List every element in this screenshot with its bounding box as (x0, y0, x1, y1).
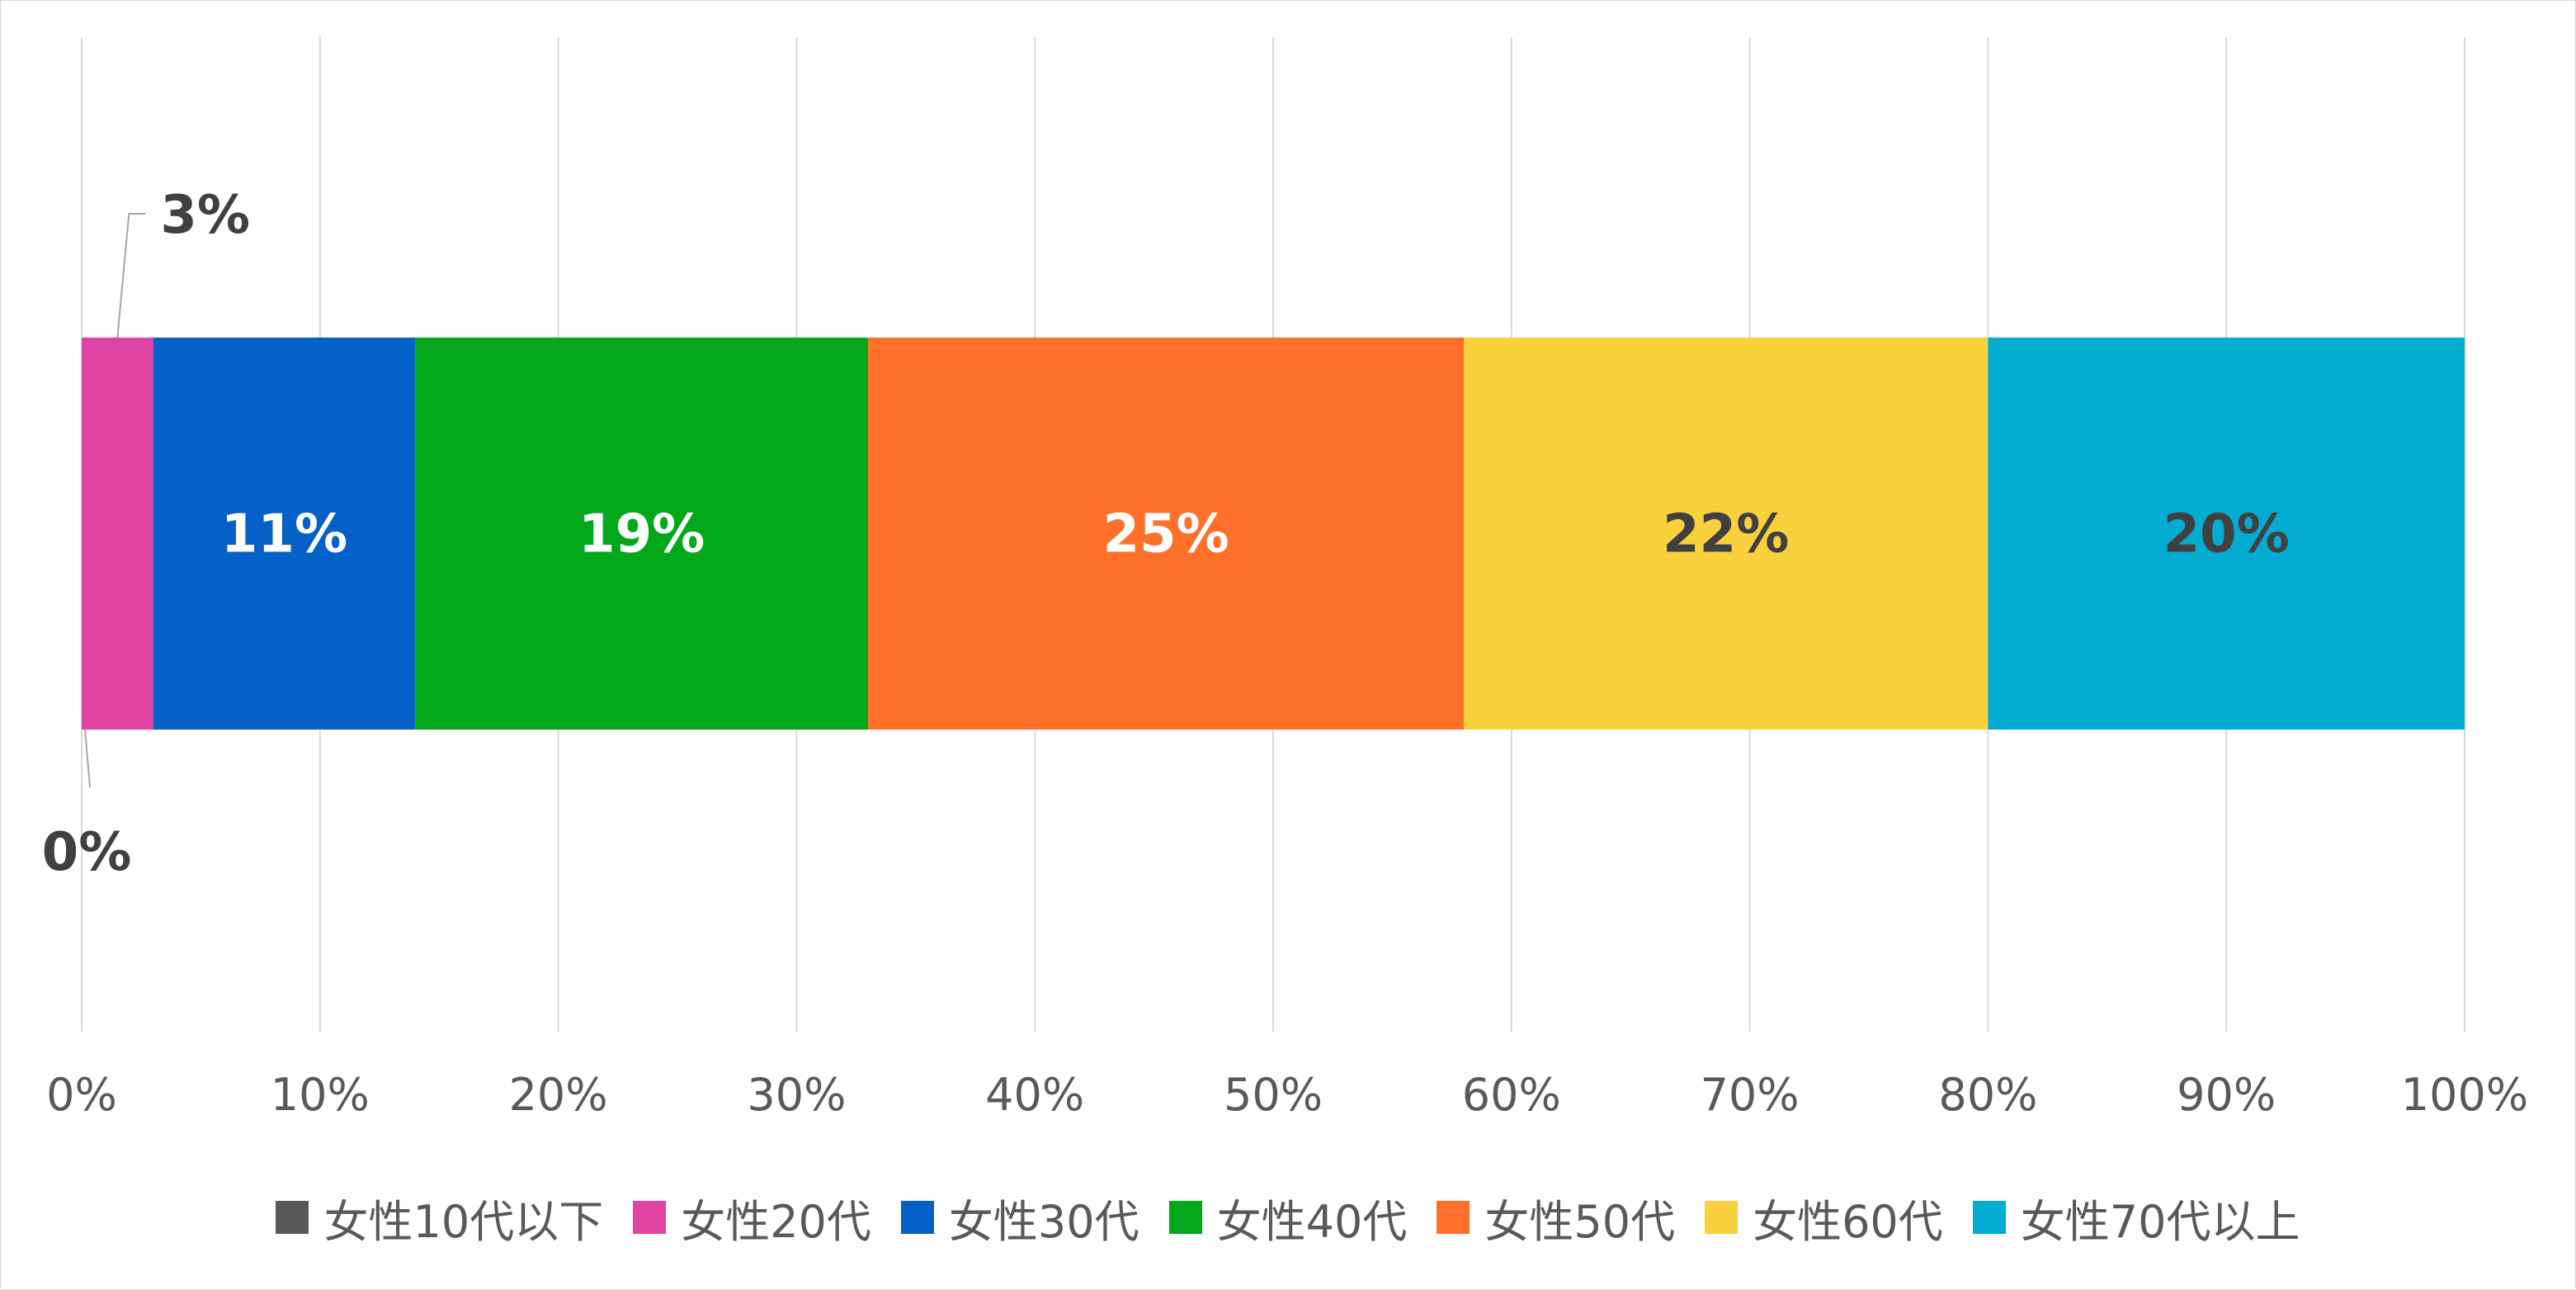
x-axis-tick-labels: 0% 10% 20% 30% 40% 50% 60% 70% 80% 90% 100% (46, 1069, 2528, 1121)
legend-item: 女性30代 (900, 1185, 1139, 1250)
data-label: 22% (1663, 504, 1789, 565)
bar-segments (82, 338, 2465, 730)
legend-item: 女性70代以上 (1972, 1185, 2300, 1250)
legend-item: 女性40代 (1168, 1185, 1408, 1250)
x-tick-label: 0% (46, 1069, 117, 1121)
bar-segment (82, 338, 153, 730)
data-label: 19% (578, 504, 705, 565)
legend-item: 女性50代 (1437, 1185, 1675, 1250)
data-label: 25% (1102, 504, 1229, 565)
x-tick-label: 90% (2177, 1069, 2276, 1121)
leader-line (116, 213, 146, 338)
legend-label: 女性70代以上 (2020, 1195, 2300, 1248)
x-tick-label: 50% (1224, 1069, 1323, 1121)
legend-item: 女性60代 (1705, 1185, 1943, 1250)
legend-item: 女性20代 (633, 1185, 871, 1250)
legend-swatch (1972, 1201, 2006, 1234)
x-tick-label: 20% (509, 1069, 608, 1121)
bar-segment (868, 338, 1465, 730)
legend-item: 女性10代以下 (276, 1185, 603, 1250)
data-label: 0% (42, 822, 132, 883)
bar-segment (1464, 338, 1989, 730)
data-label: 20% (2163, 504, 2290, 565)
data-label: 3% (160, 185, 250, 246)
legend-swatch (276, 1201, 309, 1234)
legend-label: 女性30代 (948, 1195, 1139, 1248)
legend-swatch (1705, 1201, 1739, 1234)
bar-segment (1988, 338, 2465, 730)
legend-swatch (1168, 1201, 1202, 1234)
x-tick-label: 60% (1462, 1069, 1561, 1121)
x-tick-label: 80% (1938, 1069, 2037, 1121)
legend: 女性10代以下 女性20代 女性30代 女性40代 女性50代 女性60代 女性70代以上 (0, 1188, 2576, 1248)
x-tick-label: 30% (747, 1069, 846, 1121)
stacked-bar-chart: 0% 3% 11% 19% 25% 22% 20% 0% 10% 20% 30% 40% 50% 60%… (42, 37, 2528, 1121)
x-tick-label: 70% (1701, 1069, 1800, 1121)
legend-label: 女性60代 (1753, 1195, 1943, 1248)
bar-segment (153, 338, 416, 730)
legend-label: 女性50代 (1484, 1195, 1676, 1248)
x-tick-label: 100% (2401, 1069, 2528, 1121)
legend-label: 女性10代以下 (323, 1195, 604, 1248)
data-labels: 0% 3% 11% 19% 25% 22% 20% (42, 185, 2290, 883)
leader-lines (84, 213, 146, 788)
x-tick-label: 40% (985, 1069, 1084, 1121)
legend-label: 女性20代 (681, 1195, 871, 1248)
bar-segment (415, 338, 869, 730)
legend-swatch (1437, 1201, 1470, 1234)
data-label: 11% (221, 504, 347, 565)
legend-label: 女性40代 (1216, 1195, 1408, 1248)
leader-line (84, 729, 91, 788)
x-tick-label: 10% (271, 1069, 370, 1121)
legend-swatch (900, 1201, 934, 1234)
legend-swatch (633, 1201, 667, 1234)
